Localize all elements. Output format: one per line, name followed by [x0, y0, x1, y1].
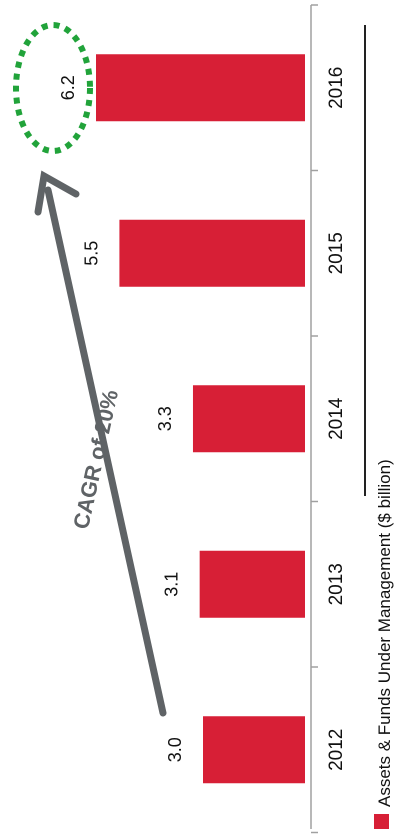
- value-label-2014: 3.3: [155, 406, 175, 431]
- value-label-2012: 3.0: [165, 737, 185, 762]
- bar-2014: [192, 385, 305, 453]
- value-label-2016: 6.2: [58, 75, 78, 100]
- highlight-ellipse: [13, 22, 93, 154]
- category-label-2013: 2013: [326, 563, 347, 605]
- cagr-arrow: [34, 170, 167, 717]
- axis-ticks: [311, 4, 318, 834]
- bar-2012: [203, 716, 305, 784]
- category-label-2014: 2014: [326, 397, 347, 440]
- value-label-2013: 3.1: [162, 572, 182, 597]
- legend-swatch: [374, 814, 389, 829]
- bar-2016: [96, 54, 305, 122]
- bar-2015: [119, 219, 305, 287]
- legend: Assets & Funds Under Management ($ billi…: [364, 25, 394, 829]
- bars-group: [96, 54, 305, 784]
- legend-label: Assets & Funds Under Management ($ billi…: [375, 459, 394, 807]
- bar-2013: [199, 550, 305, 618]
- value-labels-group: 3.0 3.1 3.3 5.5 6.2: [58, 75, 185, 762]
- category-label-2012: 2012: [326, 729, 347, 771]
- category-labels-group: 2012 2013 2014 2015 2016: [326, 67, 347, 771]
- value-label-2015: 5.5: [81, 241, 101, 266]
- category-label-2015: 2015: [326, 232, 347, 274]
- category-label-2016: 2016: [326, 67, 347, 109]
